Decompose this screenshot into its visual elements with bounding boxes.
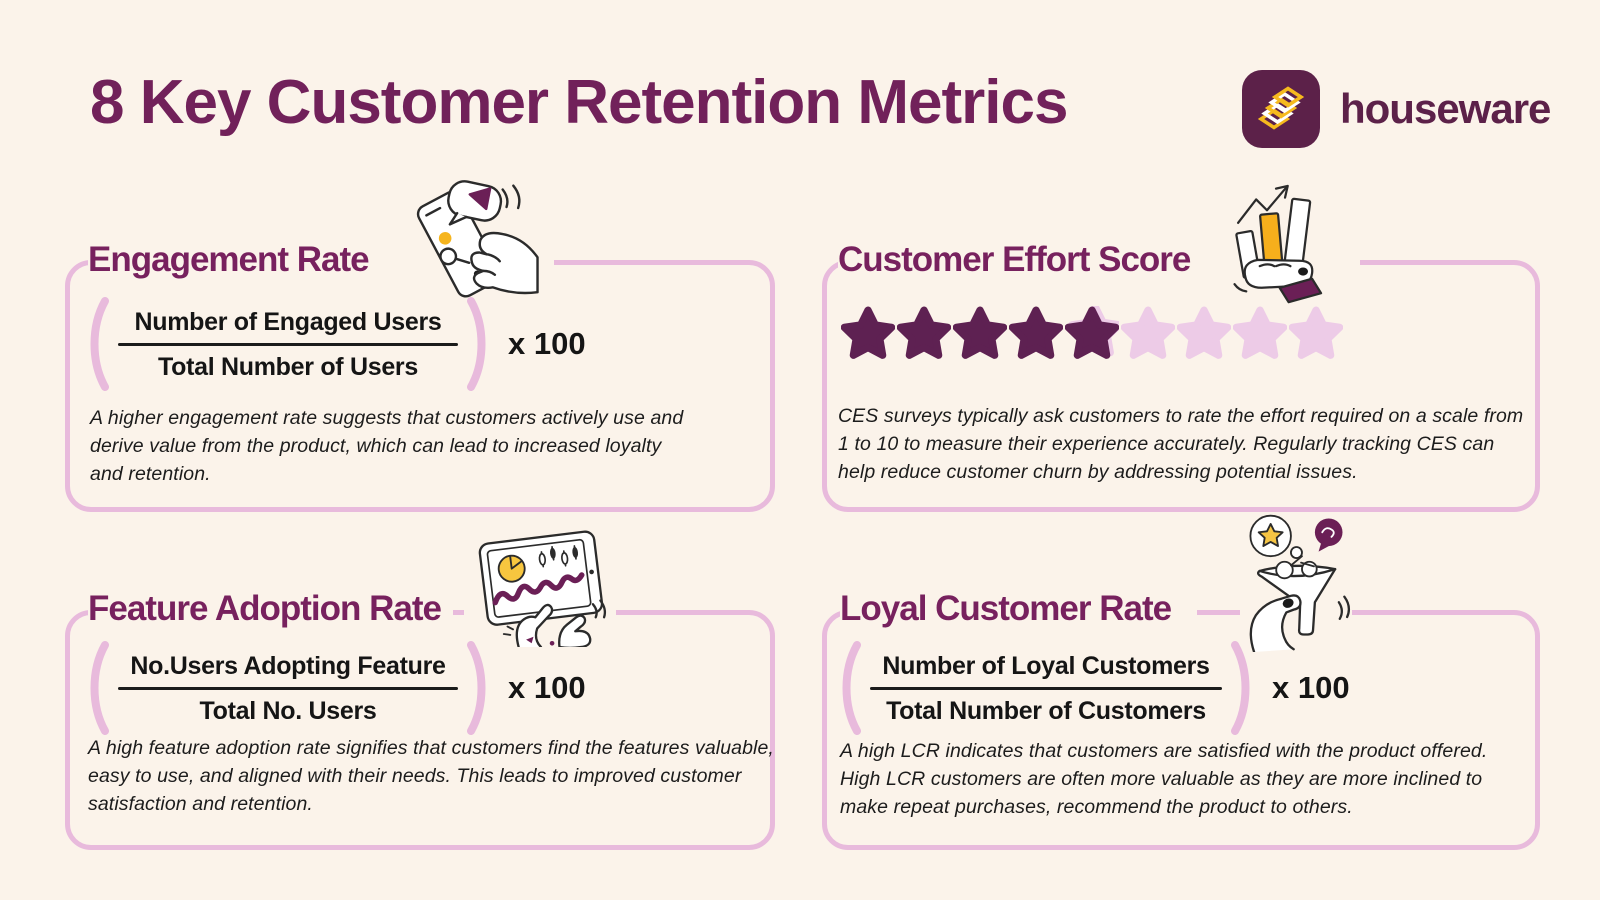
feature-adoption-rate-formula: No.Users Adopting Feature Total No. User… <box>84 640 586 736</box>
formula-denominator: Total Number of Customers <box>886 696 1206 725</box>
page-title: 8 Key Customer Retention Metrics <box>90 68 1068 137</box>
ces-star-rating <box>840 303 1344 360</box>
star-filled-icon <box>1008 306 1064 360</box>
formula-multiplier: x 100 <box>1272 670 1350 705</box>
open-paren-icon <box>90 297 109 391</box>
houseware-logo-icon <box>1242 70 1320 148</box>
customer-effort-score-description: CES surveys typically ask customers to r… <box>838 405 1524 484</box>
engagement-rate-formula: Number of Engaged Users Total Number of … <box>84 296 586 392</box>
star-empty-icon <box>1176 306 1232 360</box>
engagement-rate-description: A higher engagement rate suggests that c… <box>90 407 684 486</box>
formula-numerator: Number of Engaged Users <box>134 307 442 336</box>
star-empty-icon <box>1120 306 1176 360</box>
card-title-feature-adoption-rate: Feature Adoption Rate <box>88 585 453 633</box>
fraction-bar <box>118 686 458 690</box>
open-paren-icon <box>90 641 109 735</box>
star-filled-icon <box>840 306 896 360</box>
formula-denominator: Total Number of Users <box>158 352 418 381</box>
star-filled-icon <box>896 306 952 360</box>
star-filled-icon <box>1064 303 1123 360</box>
formula-multiplier: x 100 <box>508 670 586 705</box>
brand-name: houseware <box>1340 85 1551 132</box>
fraction: Number of Engaged Users Total Number of … <box>110 307 466 382</box>
logo-lattice-icon <box>1257 86 1305 130</box>
star-empty-icon <box>1232 306 1288 360</box>
open-paren-icon <box>842 641 861 735</box>
loyal-customer-rate-formula: Number of Loyal Customers Total Number o… <box>836 640 1350 736</box>
close-paren-icon <box>467 297 486 391</box>
formula-multiplier: x 100 <box>508 326 586 361</box>
phone-in-hand-illustration <box>370 176 554 298</box>
loyal-customer-rate-description: A high LCR indicates that customers are … <box>840 740 1488 819</box>
fraction-bar <box>118 342 458 346</box>
formula-numerator: Number of Loyal Customers <box>882 651 1210 680</box>
feature-adoption-rate-description: A high feature adoption rate signifies t… <box>88 737 774 816</box>
card-title-engagement-rate: Engagement Rate <box>88 236 381 284</box>
close-paren-icon <box>467 641 486 735</box>
funnel-in-hand-illustration <box>1240 512 1352 652</box>
card-title-loyal-customer-rate: Loyal Customer Rate <box>840 585 1198 633</box>
close-paren-icon <box>1231 641 1250 735</box>
bar-chart-in-hand-illustration <box>1192 176 1360 304</box>
card-title-customer-effort-score: Customer Effort Score <box>838 236 1203 284</box>
formula-denominator: Total No. Users <box>199 696 377 725</box>
star-empty-icon <box>1288 306 1344 360</box>
fraction: No.Users Adopting Feature Total No. User… <box>110 651 466 726</box>
brand: houseware <box>1242 70 1551 148</box>
formula-numerator: No.Users Adopting Feature <box>130 651 446 680</box>
star-filled-icon <box>952 306 1008 360</box>
fraction-bar <box>870 686 1222 690</box>
fraction: Number of Loyal Customers Total Number o… <box>862 651 1230 726</box>
tablet-analytics-illustration <box>464 516 616 648</box>
